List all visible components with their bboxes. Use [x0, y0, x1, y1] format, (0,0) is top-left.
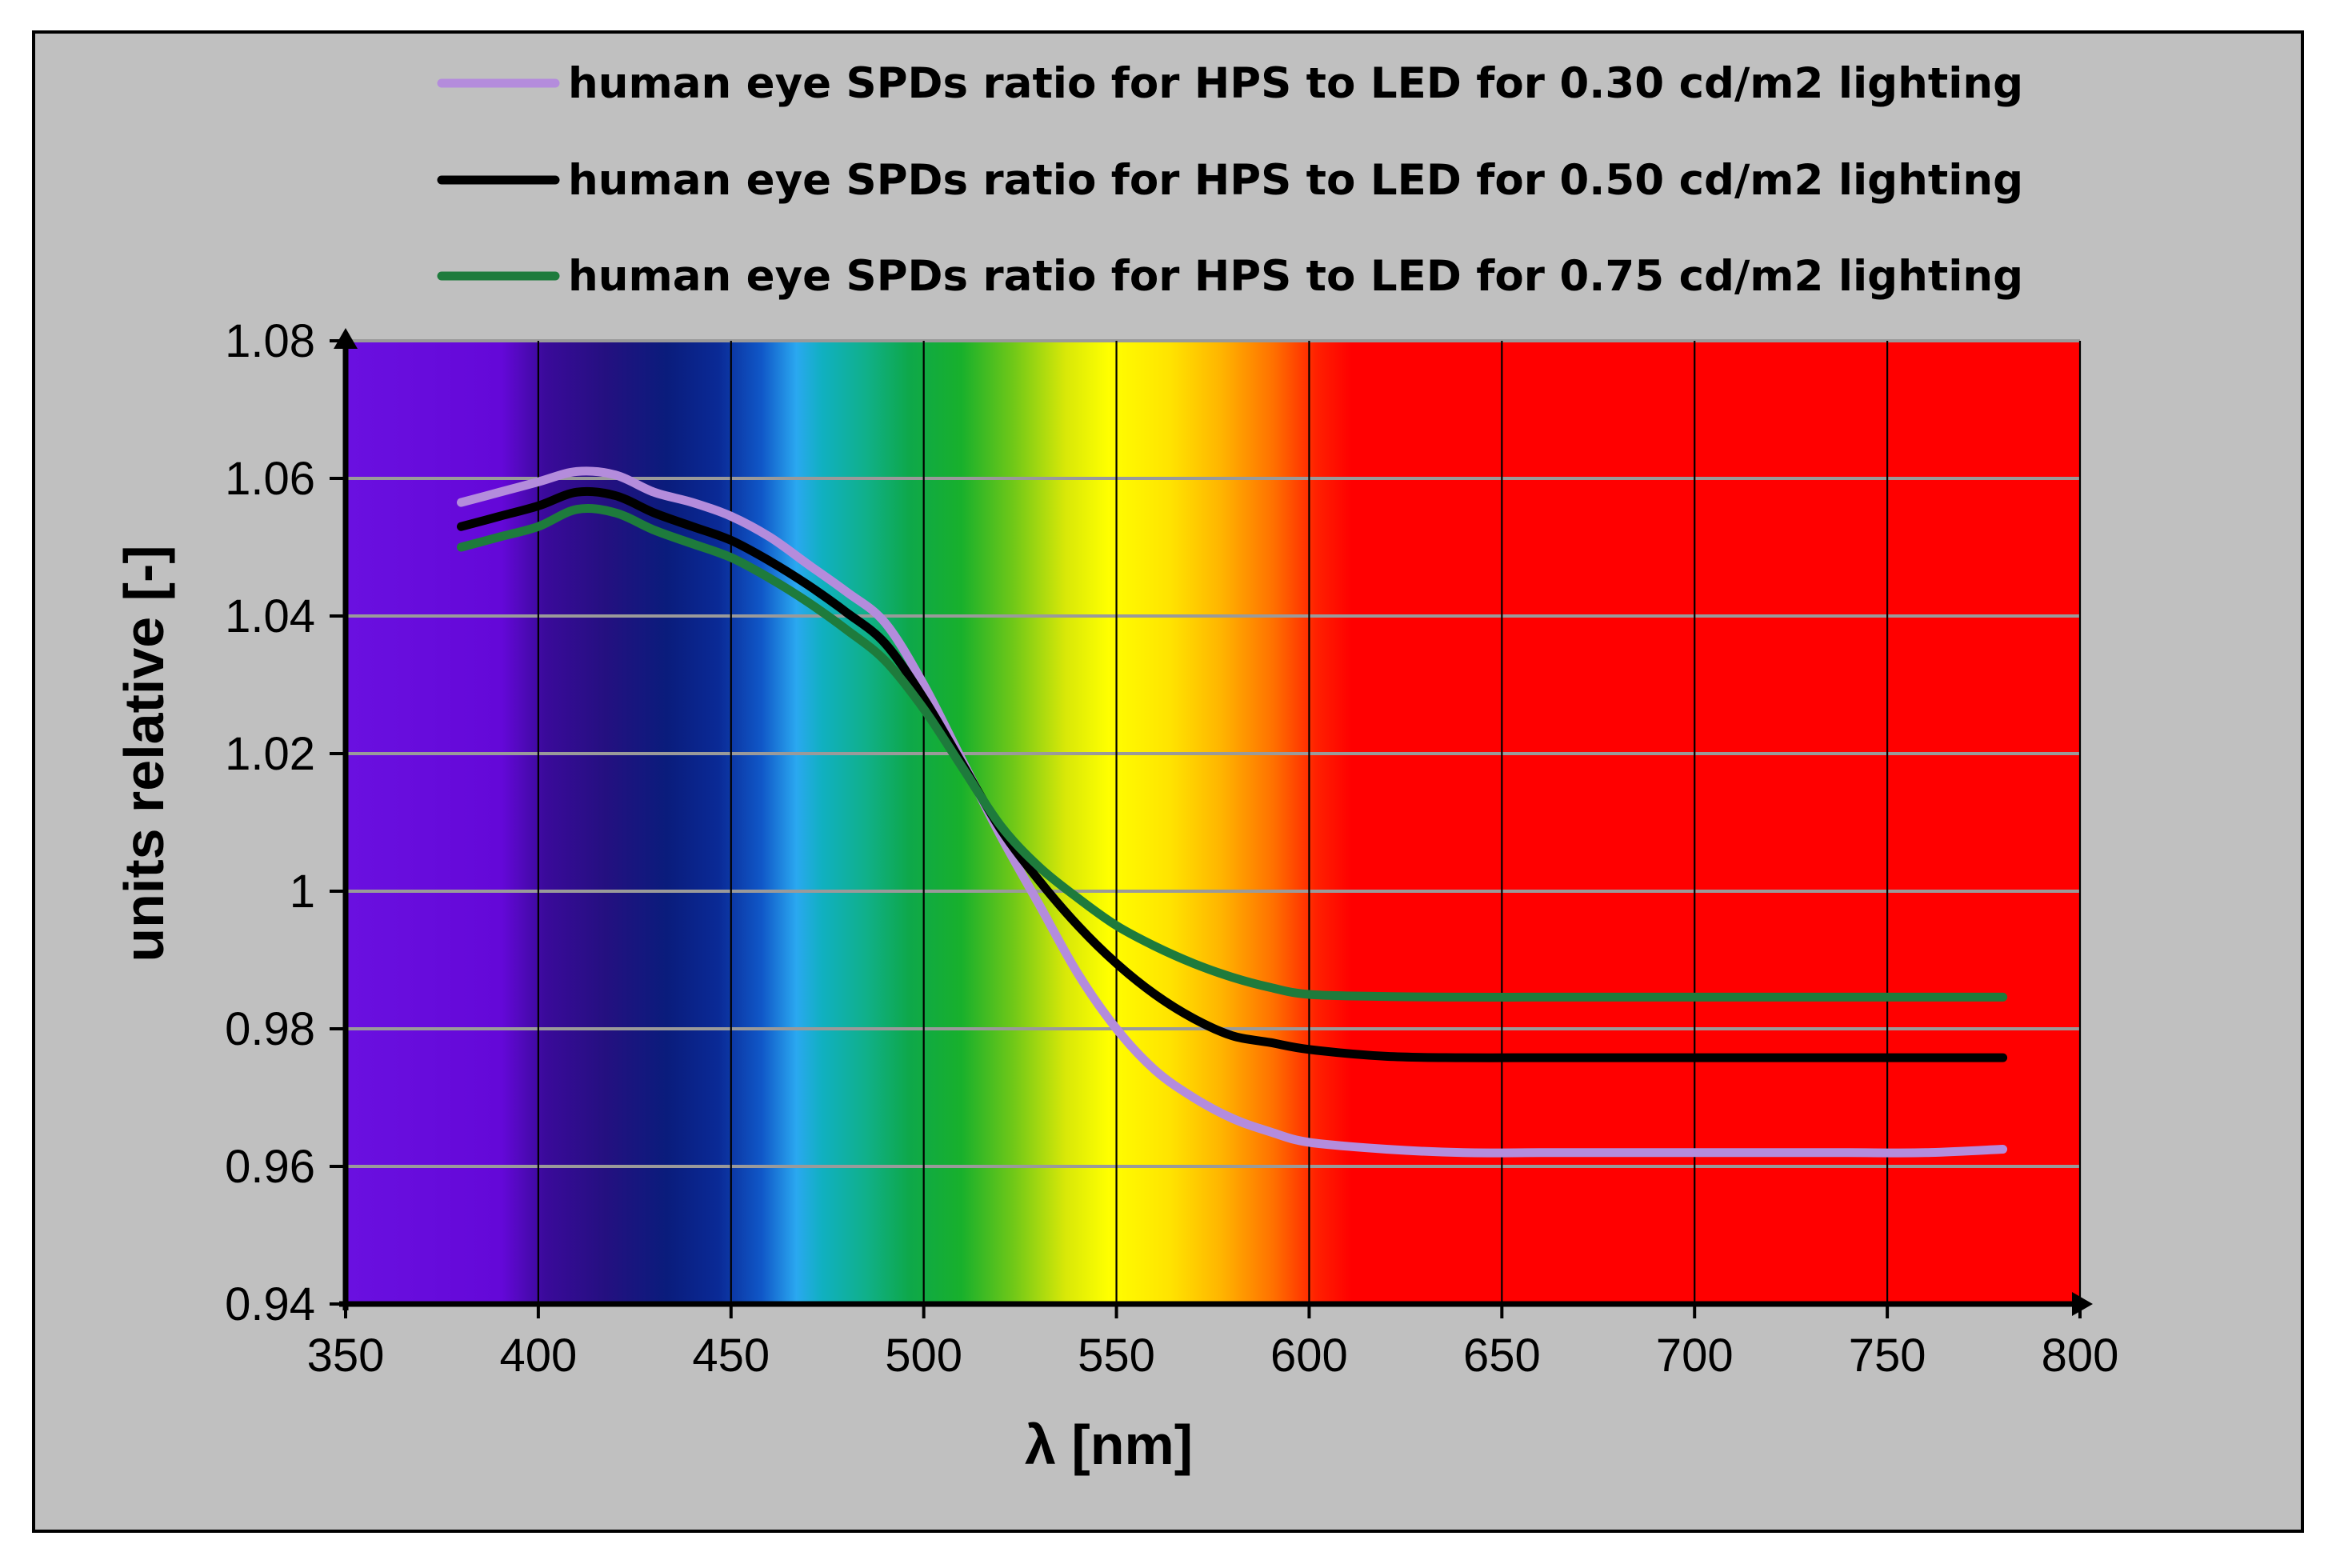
x-tick-label: 350: [307, 1330, 385, 1382]
series-layer: [457, 466, 2008, 1158]
x-tick-labels: 350 400 450 500 550 600 650 700 750 800: [307, 1330, 2119, 1382]
chart-frame: 0.94 0.96 0.98 1 1.02 1.04 1.06 1.08 350 400 450 5…: [32, 30, 2304, 1533]
x-tick-label: 800: [2042, 1330, 2119, 1382]
y-tick-label: 1.04: [225, 590, 315, 642]
x-tick-label: 500: [885, 1330, 962, 1382]
y-tick-label: 0.94: [225, 1278, 315, 1330]
series-line-1: [457, 466, 2008, 1158]
legend: human eye SPDs ratio for HPS to LED for …: [437, 59, 2023, 301]
x-tick-label: 700: [1656, 1330, 1734, 1382]
y-tick-label: 1: [290, 866, 315, 918]
legend-label-2: human eye SPDs ratio for HPS to LED for …: [568, 156, 2023, 205]
axes: [330, 328, 2093, 1318]
y-tick-label: 1.08: [225, 315, 315, 367]
y-tick-labels: 0.94 0.96 0.98 1 1.02 1.04 1.06 1.08: [225, 315, 315, 1330]
series-line-2: [457, 486, 2008, 1062]
y-tick-label: 1.06: [225, 453, 315, 505]
legend-label-1: human eye SPDs ratio for HPS to LED for …: [568, 59, 2023, 108]
chart-svg: 0.94 0.96 0.98 1 1.02 1.04 1.06 1.08 350 400 450 5…: [113, 59, 2119, 1476]
legend-label-3: human eye SPDs ratio for HPS to LED for …: [568, 252, 2023, 301]
x-axis-arrow: [2072, 1292, 2093, 1316]
vertical-gridlines: [537, 341, 2082, 1304]
y-tick-label: 0.96: [225, 1141, 315, 1193]
x-tick-label: 550: [1078, 1330, 1155, 1382]
x-tick-label: 650: [1463, 1330, 1541, 1382]
x-axis-title: λ [nm]: [1025, 1414, 1193, 1476]
x-tick-label: 400: [499, 1330, 577, 1382]
series-line-3: [457, 504, 2008, 1002]
y-tick-label: 1.02: [225, 728, 315, 780]
y-tick-label: 0.98: [225, 1003, 315, 1055]
x-tick-label: 750: [1849, 1330, 1926, 1382]
x-tick-label: 450: [692, 1330, 770, 1382]
y-axis-title: units relative [-]: [113, 545, 175, 962]
x-tick-label: 600: [1270, 1330, 1348, 1382]
spectrum-background: [346, 341, 2080, 1304]
y-axis-arrow: [334, 328, 358, 349]
